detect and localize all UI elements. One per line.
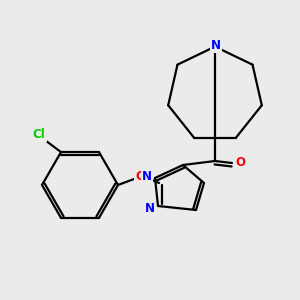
- Text: O: O: [235, 157, 245, 169]
- Text: N: N: [145, 202, 155, 214]
- Text: N: N: [211, 39, 221, 52]
- Text: Cl: Cl: [33, 128, 45, 141]
- Text: O: O: [135, 170, 145, 184]
- Text: N: N: [142, 169, 152, 182]
